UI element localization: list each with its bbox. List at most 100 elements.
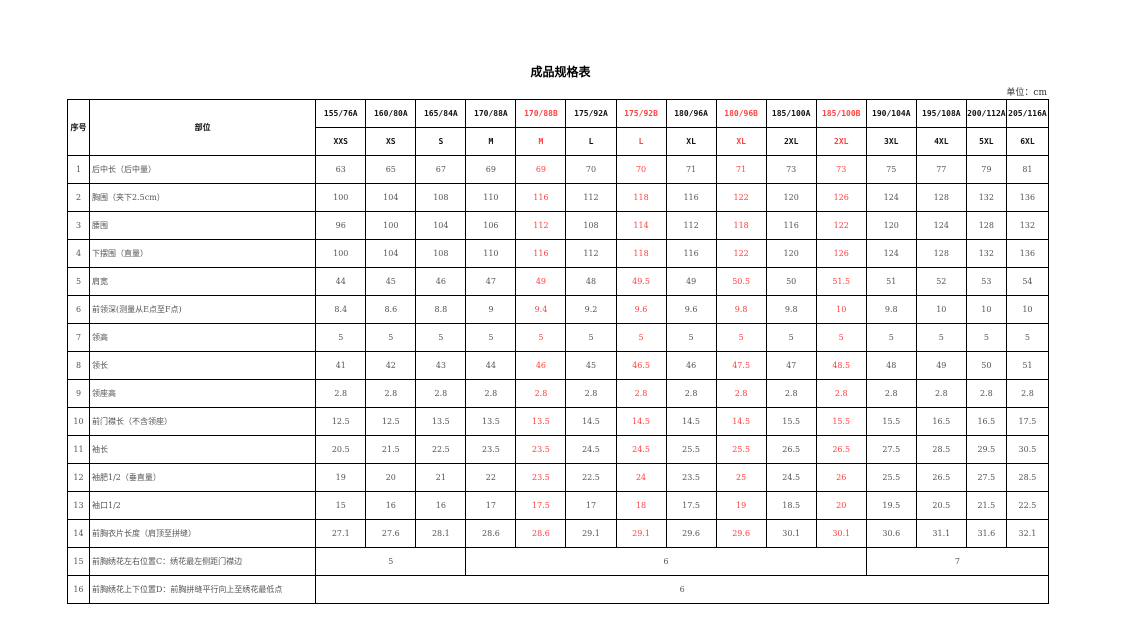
size-code: 2XL [765, 127, 817, 156]
size-code: M [515, 127, 567, 156]
cell-value: 71 [665, 155, 717, 184]
cell-value: 17.5 [1005, 407, 1050, 436]
cell-value: 29.1 [615, 519, 667, 548]
row-index: 5 [66, 267, 91, 296]
cell-value: 24.5 [765, 463, 817, 492]
cell-value: 67 [415, 155, 467, 184]
size-header: 185/100B [815, 99, 867, 128]
cell-value: 14.5 [615, 407, 667, 436]
table-row: 7 领高 5 5 5 5 5 5 5 5 5 5 5 5 5 5 5 [66, 323, 1050, 352]
cell-value: 29.6 [665, 519, 717, 548]
cell-value: 28.6 [465, 519, 517, 548]
row-index: 8 [66, 351, 91, 380]
cell-value: 5 [565, 323, 617, 352]
cell-value: 132 [1005, 211, 1050, 240]
cell-value: 17 [465, 491, 517, 520]
cell-value: 100 [315, 239, 367, 268]
cell-value: 26.5 [765, 435, 817, 464]
cell-value: 20.5 [315, 435, 367, 464]
cell-value: 44 [465, 351, 517, 380]
cell-value: 128 [915, 239, 967, 268]
cell-value: 110 [465, 183, 517, 212]
cell-value: 47 [765, 351, 817, 380]
size-header: 205/116A [1005, 99, 1050, 128]
row-index: 4 [66, 239, 91, 268]
cell-value: 51.5 [815, 267, 867, 296]
row-part: 袖口1/2 [89, 491, 317, 520]
cell-value: 9.8 [715, 295, 767, 324]
size-code: 2XL [815, 127, 867, 156]
cell-value: 14.5 [665, 407, 717, 436]
row-index: 1 [66, 155, 91, 184]
cell-value: 54 [1005, 267, 1050, 296]
cell-value: 81 [1005, 155, 1050, 184]
cell-value: 27.5 [865, 435, 917, 464]
cell-value: 122 [815, 211, 867, 240]
size-code: XL [665, 127, 717, 156]
cell-value: 17.5 [515, 491, 567, 520]
cell-value: 51 [1005, 351, 1050, 380]
cell-value: 70 [615, 155, 667, 184]
cell-value: 112 [515, 211, 567, 240]
cell-value: 8.8 [415, 295, 467, 324]
cell-value: 48 [565, 267, 617, 296]
cell-value: 15.5 [815, 407, 867, 436]
cell-value: 5 [315, 323, 367, 352]
cell-value: 2.8 [565, 379, 617, 408]
cell-value: 30.1 [765, 519, 817, 548]
size-header: 165/84A [415, 99, 467, 128]
cell-value: 106 [465, 211, 517, 240]
cell-value: 13.5 [515, 407, 567, 436]
row-part: 前胸绣花上下位置D：前胸拼缝平行向上至绣花最低点 [89, 575, 317, 604]
cell-value: 132 [965, 183, 1007, 212]
row-index: 7 [66, 323, 91, 352]
cell-value: 30.5 [1005, 435, 1050, 464]
cell-value: 29.1 [565, 519, 617, 548]
cell-value: 30.1 [815, 519, 867, 548]
header-part: 部位 [89, 99, 317, 156]
cell-value: 70 [565, 155, 617, 184]
size-header: 185/100A [765, 99, 817, 128]
spec-table: 序号 部位 155/76A 160/80A 165/84A 170/88A 170/88B 1… [66, 99, 1050, 604]
size-header: 175/92B [615, 99, 667, 128]
cell-value: 120 [865, 211, 917, 240]
cell-value: 132 [965, 239, 1007, 268]
row-part: 领长 [89, 351, 317, 380]
cell-value: 23.5 [515, 463, 567, 492]
cell-value: 45 [365, 267, 417, 296]
cell-value: 2.8 [665, 379, 717, 408]
header-index: 序号 [66, 99, 91, 156]
cell-value: 108 [415, 239, 467, 268]
cell-value: 100 [315, 183, 367, 212]
cell-value: 136 [1005, 239, 1050, 268]
table-row: 16 前胸绣花上下位置D：前胸拼缝平行向上至绣花最低点 6 [66, 575, 1049, 604]
cell-value: 43 [415, 351, 467, 380]
cell-value: 18.5 [765, 491, 817, 520]
cell-value: 46 [515, 351, 567, 380]
cell-value: 50 [765, 267, 817, 296]
size-header: 195/108A [915, 99, 967, 128]
size-header: 170/88B [515, 99, 567, 128]
size-code: XL [715, 127, 767, 156]
table-row: 12 袖肥1/2（垂直量） 19 20 21 22 23.5 22.5 24 23.5 25 24.5… [66, 463, 1050, 492]
cell-value: 114 [615, 211, 667, 240]
cell-value: 2.8 [715, 379, 767, 408]
cell-value: 73 [765, 155, 817, 184]
cell-value: 20 [365, 463, 417, 492]
table-row: 15 前胸绣花左右位置C：绣花最左侧距门襟边 5 6 7 [66, 547, 1050, 576]
size-code: S [415, 127, 467, 156]
cell-value: 124 [915, 211, 967, 240]
cell-value: 14.5 [565, 407, 617, 436]
cell-value: 46.5 [615, 351, 667, 380]
cell-value: 2.8 [965, 379, 1007, 408]
cell-value: 10 [915, 295, 967, 324]
cell-value: 16.5 [915, 407, 967, 436]
cell-value: 48.5 [815, 351, 867, 380]
table-row: 3 腰围 96 100 104 106 112 108 114 112 118 116 122 120 12… [66, 211, 1050, 240]
row-index: 11 [66, 435, 91, 464]
cell-value: 22.5 [415, 435, 467, 464]
row-index: 6 [66, 295, 91, 324]
cell-value: 48 [865, 351, 917, 380]
cell-value: 22.5 [565, 463, 617, 492]
size-header: 155/76A [315, 99, 367, 128]
